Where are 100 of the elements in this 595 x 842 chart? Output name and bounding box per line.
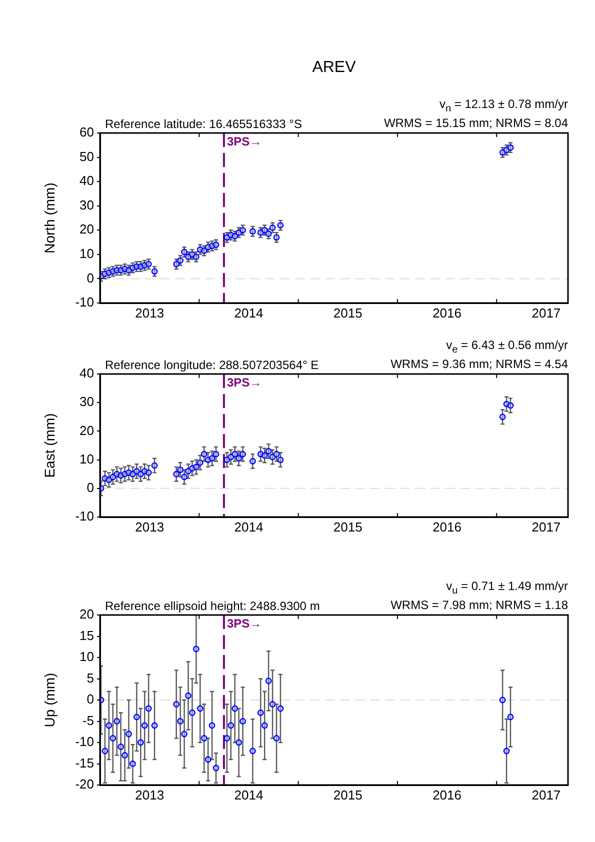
- x-tick-label: 2016: [432, 519, 462, 534]
- point: [261, 226, 268, 234]
- point: [151, 722, 158, 729]
- point: [277, 222, 284, 228]
- point: [145, 705, 152, 712]
- x-tick-label: 2017: [532, 787, 561, 802]
- y-tick-label: -10: [75, 294, 94, 310]
- point: [137, 739, 144, 746]
- point: [269, 224, 276, 231]
- point: [232, 450, 238, 458]
- x-tick-label: 2015: [333, 787, 362, 802]
- y-tick-label: -20: [75, 776, 94, 792]
- y-tick-label: 20: [80, 422, 94, 438]
- point: [212, 242, 220, 248]
- point: [185, 692, 192, 699]
- point: [212, 450, 220, 458]
- point: [224, 456, 230, 463]
- point: [126, 730, 132, 738]
- point: [110, 735, 116, 742]
- point: [177, 466, 184, 474]
- x-tick-label: 2013: [135, 519, 164, 534]
- point: [236, 455, 242, 462]
- point: [133, 714, 140, 720]
- point: [232, 705, 238, 712]
- point: [151, 268, 158, 275]
- chart-title: AREV: [311, 59, 357, 77]
- point: [265, 448, 272, 454]
- x-tick-label: 2014: [234, 519, 264, 534]
- point: [277, 456, 284, 463]
- x-tick-label: 2014: [234, 787, 264, 802]
- point: [114, 718, 120, 724]
- point: [261, 722, 268, 729]
- ref-line-label: 3PS→: [226, 616, 262, 630]
- text: v$_{e}$ = 6.43 ± 0.56 mm/yr: [445, 338, 568, 357]
- y-tick-label: 40: [80, 366, 94, 381]
- y-tick-label: 20: [80, 222, 94, 237]
- point: [265, 678, 272, 684]
- text: WRMS = 7.98 mm; NRMS = 1.18: [390, 598, 568, 613]
- x-tick-label: 2015: [333, 519, 362, 534]
- y-axis-title: Up (mm): [41, 672, 58, 728]
- x-tick-label: 2016: [432, 787, 462, 802]
- point: [499, 696, 506, 704]
- point: [499, 414, 506, 420]
- y-axis-title: North (mm): [41, 182, 58, 254]
- point: [102, 748, 108, 754]
- x-tick-label: 2017: [532, 305, 561, 320]
- text: v$_{u}$ = 0.71 ± 1.49 mm/yr: [445, 578, 568, 598]
- point: [151, 462, 158, 469]
- point: [273, 450, 280, 458]
- point: [130, 470, 136, 478]
- ref-line-label: 3PS→: [226, 375, 262, 390]
- point: [196, 459, 204, 466]
- ref-line-label: 3PS→: [226, 134, 262, 148]
- point: [177, 718, 184, 724]
- point: [192, 464, 200, 470]
- y-tick-label: 30: [80, 394, 94, 410]
- point: [240, 226, 246, 234]
- y-tick-label: -15: [75, 755, 94, 770]
- y-tick-label: 10: [80, 649, 94, 664]
- y-tick-label: -10: [75, 508, 94, 524]
- text: Reference latitude: 16.465516333 °S: [105, 117, 302, 131]
- y-tick-label: 30: [80, 197, 94, 212]
- point: [249, 458, 256, 464]
- point: [228, 722, 234, 729]
- point: [507, 714, 514, 720]
- point: [257, 710, 264, 716]
- point: [122, 752, 128, 758]
- text: Reference longitude: 288.507203564° E: [105, 358, 319, 372]
- point: [273, 234, 280, 241]
- point: [269, 701, 276, 708]
- point: [118, 744, 124, 750]
- point: [224, 735, 230, 742]
- point: [141, 722, 148, 729]
- point: [196, 705, 204, 712]
- point: [173, 260, 180, 268]
- point: [240, 718, 246, 724]
- point: [240, 450, 246, 458]
- y-tick-label: -10: [75, 734, 94, 750]
- point: [507, 402, 514, 409]
- point: [503, 748, 510, 754]
- x-tick-label: 2016: [432, 305, 462, 320]
- y-tick-label: 50: [80, 148, 94, 164]
- point: [106, 722, 112, 729]
- point: [145, 260, 152, 268]
- y-tick-label: 0: [86, 692, 94, 707]
- point: [249, 228, 256, 235]
- point: [192, 646, 200, 652]
- point: [133, 468, 140, 474]
- point: [208, 722, 216, 729]
- point: [106, 476, 112, 484]
- y-tick-label: 0: [86, 480, 94, 495]
- y-tick-label: -5: [82, 712, 94, 728]
- y-tick-label: 0: [86, 270, 94, 286]
- point: [173, 470, 180, 478]
- y-tick-label: 40: [80, 173, 94, 188]
- point: [212, 764, 220, 772]
- x-tick-label: 2014: [234, 305, 264, 320]
- y-tick-label: 60: [80, 124, 94, 140]
- point: [181, 730, 188, 738]
- point: [277, 705, 284, 712]
